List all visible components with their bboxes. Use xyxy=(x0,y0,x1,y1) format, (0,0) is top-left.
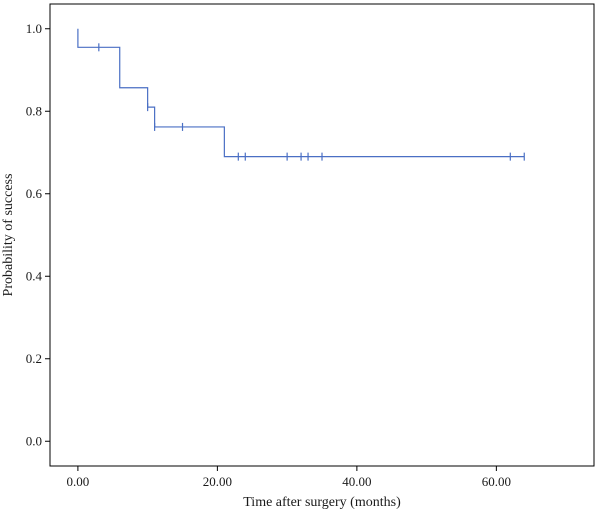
x-tick-label: 60.00 xyxy=(482,474,511,489)
x-axis: 0.00 20.00 40.00 60.00 xyxy=(67,466,511,489)
x-axis-title: Time after surgery (months) xyxy=(243,495,401,510)
y-tick-label: 1.0 xyxy=(26,21,42,36)
y-tick-label: 0.6 xyxy=(26,186,43,201)
y-axis: 0.0 0.2 0.4 0.6 0.8 1.0 xyxy=(26,21,50,448)
y-tick-label: 0.8 xyxy=(26,103,42,118)
y-tick-label: 0.4 xyxy=(26,268,43,283)
plot-frame xyxy=(49,3,595,467)
y-tick-label: 0.2 xyxy=(26,351,42,366)
x-tick-label: 40.00 xyxy=(342,474,371,489)
x-tick-label: 0.00 xyxy=(67,474,90,489)
censor-marks xyxy=(98,43,525,161)
y-axis-title: Probability of success xyxy=(1,174,16,297)
x-tick-label: 20.00 xyxy=(203,474,232,489)
survival-step-line xyxy=(77,28,525,158)
y-tick-label: 0.0 xyxy=(26,433,42,448)
